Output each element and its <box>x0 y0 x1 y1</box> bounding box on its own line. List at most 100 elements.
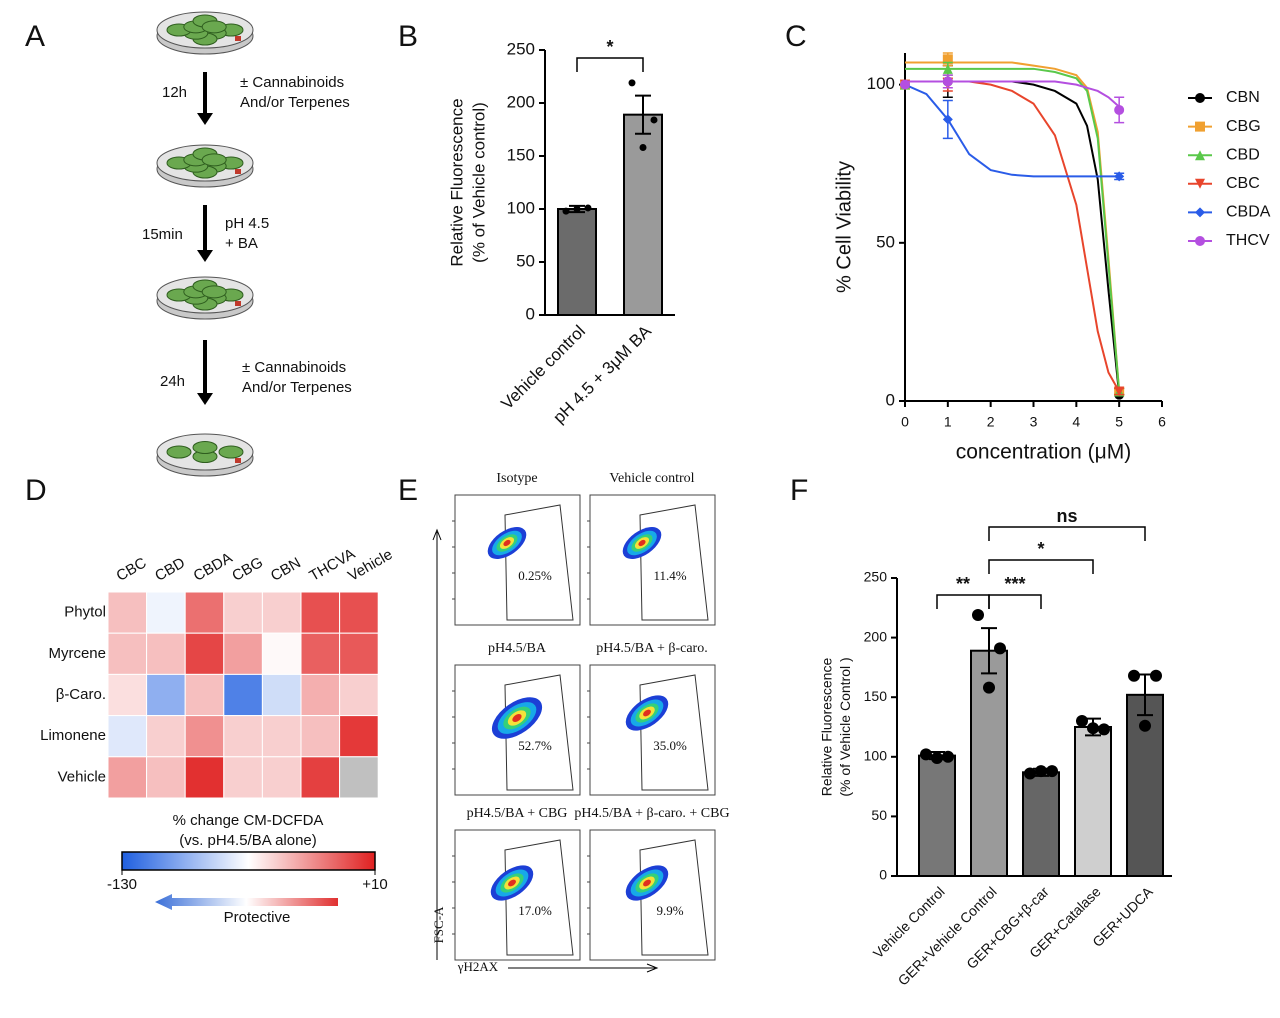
plot-title: Vehicle control <box>609 471 694 486</box>
y-tick-label: 250 <box>864 569 888 585</box>
density-level <box>508 879 516 887</box>
plot-frame <box>589 664 716 796</box>
gate-percent: 11.4% <box>653 568 686 583</box>
density-level <box>638 539 646 547</box>
data-point <box>1114 104 1125 115</box>
cell <box>218 445 244 459</box>
panel-label: E <box>398 474 418 507</box>
bar <box>1022 771 1060 878</box>
x-tick-label: 4 <box>1072 414 1080 430</box>
step-time: 24h <box>160 373 185 390</box>
data-point <box>1139 719 1151 732</box>
step-text: pH 4.5 <box>225 215 269 232</box>
significance-label: * <box>606 37 613 57</box>
density-blob <box>491 697 543 739</box>
density-level <box>643 709 651 717</box>
step-text: And/or Terpenes <box>240 94 350 111</box>
arrow-head <box>197 250 213 262</box>
data-point <box>584 204 592 212</box>
heatmap-cell <box>339 632 379 675</box>
colorbar-title: % change CM-DCFDA <box>173 812 324 829</box>
heatmap-cell <box>184 591 225 634</box>
marker <box>235 169 241 174</box>
x-axis-label: γH2AX <box>457 959 499 974</box>
data-point <box>1114 386 1125 397</box>
gate <box>639 504 709 621</box>
y-tick-label: 200 <box>864 628 888 644</box>
density-level <box>503 539 511 547</box>
marker <box>235 36 241 41</box>
heatmap-cell <box>223 715 263 758</box>
heatmap-cell <box>184 756 225 799</box>
y-tick-label: 150 <box>507 145 535 164</box>
y-axis-label: (% of Vehicle control) <box>470 102 489 263</box>
data-point <box>1098 723 1110 736</box>
heatmap-cell <box>146 715 186 758</box>
y-axis-label: % Cell Viability <box>833 161 855 293</box>
heatmap-cell <box>339 715 379 758</box>
plot-frame <box>454 494 581 626</box>
y-axis-label: Relative Fluorescence <box>447 98 466 266</box>
y-tick-label: 0 <box>526 304 535 323</box>
data-point <box>1087 722 1099 735</box>
heatmap-cell <box>184 632 225 675</box>
significance-bracket <box>988 526 1146 541</box>
significance-bracket <box>576 57 644 72</box>
fit-curve <box>905 61 1121 392</box>
data-point <box>942 114 953 125</box>
significance-bracket <box>988 559 1094 574</box>
data-point <box>1035 765 1047 778</box>
data-point <box>573 205 581 213</box>
colorbar-title: (vs. pH4.5/BA alone) <box>179 832 317 849</box>
marker <box>235 301 241 306</box>
data-point <box>1114 171 1125 182</box>
x-tick-label: 5 <box>1115 414 1123 430</box>
data-point <box>920 748 932 761</box>
significance-label: ** <box>956 574 970 594</box>
panel-label: D <box>25 474 47 507</box>
data-point <box>972 608 984 621</box>
x-tick-label: GER+Vehicle Control <box>895 883 1000 988</box>
x-axis-label: concentration (μM) <box>956 441 1132 464</box>
y-tick-label: 50 <box>876 232 895 251</box>
heatmap-cell <box>107 673 148 717</box>
y-axis-label: Relative Fluorescence <box>819 658 835 797</box>
heatmap-cell <box>184 673 225 717</box>
column-label: CBD <box>152 554 188 585</box>
step-time: 12h <box>162 84 187 101</box>
y-tick-label: 200 <box>507 92 535 111</box>
density-blob <box>487 527 527 559</box>
x-tick-label: 6 <box>1158 414 1166 430</box>
x-tick-label: 2 <box>987 414 995 430</box>
gate-percent: 17.0% <box>518 903 552 918</box>
legend-label: CBN <box>1226 89 1260 106</box>
y-tick-label: 150 <box>864 688 888 704</box>
y-tick-label: 50 <box>871 807 887 823</box>
gate-percent: 0.25% <box>518 568 552 583</box>
significance-label: * <box>1037 539 1044 559</box>
y-tick-label: 100 <box>507 198 535 217</box>
panel-label: F <box>790 474 808 507</box>
data-point <box>562 207 570 215</box>
heatmap-cell <box>107 756 148 799</box>
significance-label: ns <box>1056 506 1077 526</box>
plot-title: pH4.5/BA + β-caro. + CBG <box>574 806 729 821</box>
data-point <box>942 63 953 74</box>
plot-title: pH4.5/BA + β-caro. <box>596 641 707 656</box>
legend-marker <box>1195 236 1205 246</box>
fit-curve <box>905 80 1121 395</box>
legend-marker <box>1195 207 1205 218</box>
significance-bracket <box>988 594 1042 609</box>
colorbar-tick-label: -130 <box>107 876 137 893</box>
gate-percent: 52.7% <box>518 738 552 753</box>
y-tick-label: 100 <box>864 748 888 764</box>
data-point <box>994 642 1006 655</box>
x-tick-label: 0 <box>901 414 909 430</box>
data-point <box>942 76 953 87</box>
data-point <box>639 144 647 152</box>
heatmap-cell <box>339 673 379 717</box>
data-point <box>931 751 943 764</box>
data-point <box>1024 767 1036 780</box>
heatmap-cell <box>300 632 341 675</box>
legend-label: CBC <box>1226 175 1260 192</box>
